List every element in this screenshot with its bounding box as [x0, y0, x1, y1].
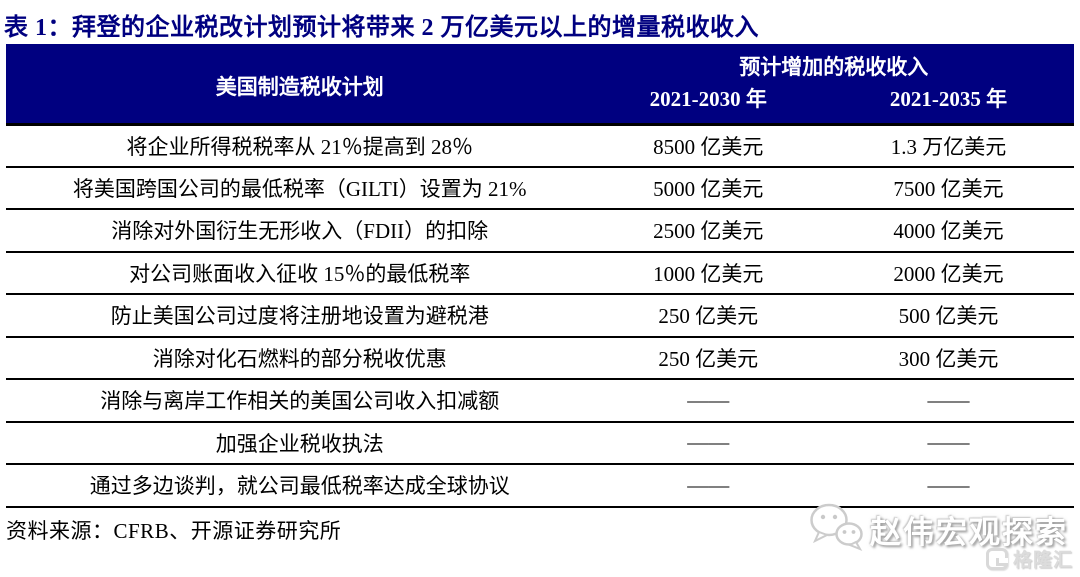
table-row: 将美国跨国公司的最低税率（GILTI）设置为 21% 5000 亿美元 7500… — [6, 166, 1074, 210]
plan-cell: 消除与离岸工作相关的美国公司收入扣减额 — [6, 379, 594, 423]
plan-cell: 消除对化石燃料的部分税收优惠 — [6, 336, 594, 380]
value-2035-cell: 500 亿美元 — [823, 294, 1074, 338]
value-2035-cell: —— — [823, 421, 1074, 465]
column-header-2021-2035: 2021-2035 年 — [823, 82, 1074, 126]
table-header: 美国制造税收计划 预计增加的税收收入 2021-2030 年 2021-2035… — [6, 44, 1074, 126]
value-2030-cell: 250 亿美元 — [593, 336, 824, 380]
value-2035-cell: 7500 亿美元 — [823, 166, 1074, 210]
table-row: 对公司账面收入征收 15％的最低税率 1000 亿美元 2000 亿美元 — [6, 251, 1074, 295]
table-row: 消除对化石燃料的部分税收优惠 250 亿美元 300 亿美元 — [6, 336, 1074, 380]
value-2035-cell: 2000 亿美元 — [823, 251, 1074, 295]
table-row: 加强企业税收执法 —— —— — [6, 421, 1074, 465]
plan-cell: 通过多边谈判，就公司最低税率达成全球协议 — [6, 464, 594, 508]
table-row: 将企业所得税税率从 21％提高到 28％ 8500 亿美元 1.3 万亿美元 — [6, 124, 1074, 168]
value-2035-cell: 4000 亿美元 — [823, 209, 1074, 253]
value-2035-cell: 300 亿美元 — [823, 336, 1074, 380]
plan-cell: 防止美国公司过度将注册地设置为避税港 — [6, 294, 594, 338]
value-2030-cell: —— — [593, 379, 824, 423]
value-2035-cell: 1.3 万亿美元 — [823, 124, 1074, 168]
value-2035-cell: —— — [823, 379, 1074, 423]
source-note: 资料来源：CFRB、开源证券研究所 — [6, 518, 342, 543]
watermark-platform-name: 格隆汇 — [1012, 550, 1073, 571]
column-header-2021-2030: 2021-2030 年 — [593, 82, 824, 126]
value-2030-cell: —— — [593, 421, 824, 465]
plan-cell: 加强企业税收执法 — [6, 421, 594, 465]
table-title: 表 1：拜登的企业税改计划预计将带来 2 万亿美元以上的增量税收收入 — [4, 15, 759, 41]
table-row: 消除对外国衍生无形收入（FDII）的扣除 2500 亿美元 4000 亿美元 — [6, 209, 1074, 253]
plan-cell: 对公司账面收入征收 15％的最低税率 — [6, 251, 594, 295]
table-body: 将企业所得税税率从 21％提高到 28％ 8500 亿美元 1.3 万亿美元 将… — [6, 124, 1074, 508]
value-2030-cell: 250 亿美元 — [593, 294, 824, 338]
value-2030-cell: 2500 亿美元 — [593, 209, 824, 253]
table-row: 消除与离岸工作相关的美国公司收入扣减额 —— —— — [6, 379, 1074, 423]
column-group-header-revenue: 预计增加的税收收入 — [593, 44, 1074, 82]
plan-cell: 消除对外国衍生无形收入（FDII）的扣除 — [6, 209, 594, 253]
header-group-row: 美国制造税收计划 预计增加的税收收入 — [6, 44, 1074, 126]
header-year-row: 2021-2030 年 2021-2035 年 — [6, 82, 1074, 126]
gelonghui-logo-icon — [985, 547, 1008, 570]
plan-cell: 将企业所得税税率从 21％提高到 28％ — [6, 124, 594, 168]
table-row: 防止美国公司过度将注册地设置为避税港 250 亿美元 500 亿美元 — [6, 294, 1074, 338]
plan-cell: 将美国跨国公司的最低税率（GILTI）设置为 21% — [6, 166, 594, 210]
tax-plan-table: 美国制造税收计划 预计增加的税收收入 2021-2030 年 2021-2035… — [6, 44, 1074, 508]
value-2035-cell: —— — [823, 464, 1074, 508]
value-2030-cell: 8500 亿美元 — [593, 124, 824, 168]
value-2030-cell: 1000 亿美元 — [593, 251, 824, 295]
column-header-plan: 美国制造税收计划 — [6, 44, 594, 126]
value-2030-cell: —— — [593, 464, 824, 508]
table-row: 通过多边谈判，就公司最低税率达成全球协议 —— —— — [6, 464, 1074, 508]
value-2030-cell: 5000 亿美元 — [593, 166, 824, 210]
watermark-gelonghui: 格隆汇 — [985, 545, 1073, 572]
